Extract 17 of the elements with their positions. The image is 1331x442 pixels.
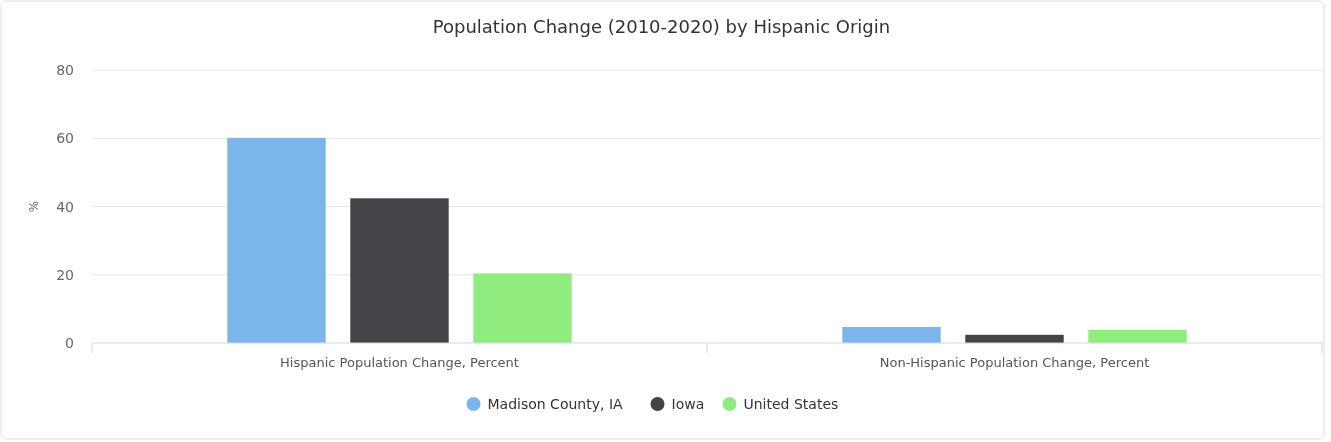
y-tick-label: 80: [56, 62, 74, 78]
y-tick-label: 60: [56, 130, 74, 147]
bar: [350, 198, 449, 343]
bar: [1088, 329, 1187, 343]
legend-label: Iowa: [671, 396, 705, 412]
chart-title: Population Change (2010-2020) by Hispanic Origin: [432, 16, 891, 37]
bar: [842, 326, 941, 343]
y-tick-label: 20: [56, 266, 74, 283]
x-tick-label: Non-Hispanic Population Change, Percent: [879, 355, 1150, 370]
y-tick-label: 40: [56, 198, 74, 215]
legend-label: Madison County, IA: [487, 396, 624, 412]
bar: [473, 273, 572, 343]
legend-label: United States: [743, 396, 839, 412]
bar: [227, 137, 326, 343]
x-tick-label: Hispanic Population Change, Percent: [280, 355, 519, 370]
y-axis-title: %: [27, 200, 41, 213]
y-tick-label: 0: [65, 335, 74, 351]
